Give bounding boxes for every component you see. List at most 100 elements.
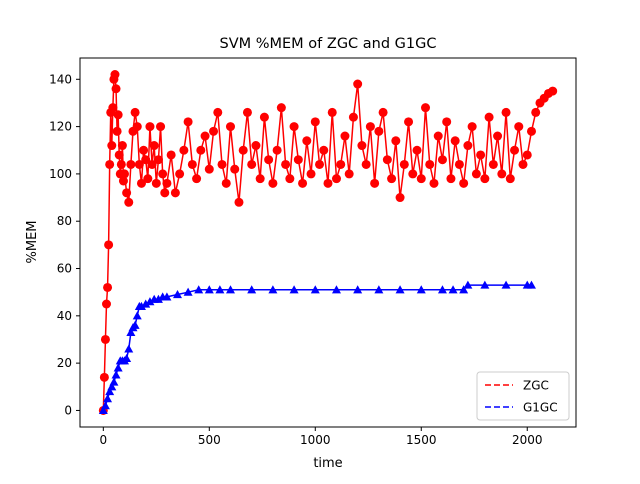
data-point [446, 174, 456, 184]
data-point [194, 285, 204, 294]
data-point [319, 145, 329, 155]
data-point [141, 299, 151, 308]
data-point [404, 117, 414, 127]
data-point [234, 197, 244, 207]
data-point [408, 169, 418, 179]
data-point [149, 141, 159, 151]
data-point [126, 327, 136, 336]
data-point [108, 103, 118, 113]
data-point [272, 145, 282, 155]
data-point [268, 178, 278, 188]
data-point [476, 150, 486, 160]
data-point [480, 280, 490, 289]
data-point [117, 141, 127, 151]
data-point [242, 107, 252, 117]
data-point [99, 372, 109, 382]
legend-label: G1GC [523, 401, 558, 415]
data-point [448, 285, 458, 294]
data-point [484, 112, 494, 122]
data-point [429, 178, 439, 188]
data-point [111, 84, 121, 94]
data-point [225, 285, 235, 294]
data-point [247, 159, 257, 169]
data-point [421, 103, 431, 113]
data-point [126, 159, 136, 169]
data-point [433, 131, 443, 141]
data-point [134, 159, 144, 169]
data-point [100, 401, 110, 410]
data-point [302, 136, 312, 146]
data-point [104, 240, 114, 250]
data-point [374, 126, 384, 136]
y-axis-label: %MEM [25, 221, 40, 264]
data-point [416, 174, 426, 184]
data-point [101, 299, 111, 309]
data-point [281, 159, 291, 169]
data-point [113, 110, 123, 120]
data-point [158, 169, 168, 179]
data-point [514, 122, 524, 132]
data-point [264, 155, 274, 165]
data-point [139, 145, 149, 155]
data-point [183, 287, 193, 296]
data-point [387, 174, 397, 184]
data-point [187, 159, 197, 169]
x-tick-label: 0 [99, 433, 107, 447]
data-point [442, 117, 452, 127]
data-point [141, 155, 151, 165]
data-point [365, 122, 375, 132]
data-point [215, 285, 225, 294]
data-point [361, 159, 371, 169]
data-point [179, 145, 189, 155]
data-point [143, 174, 153, 184]
data-point [124, 197, 134, 207]
x-tick-label: 500 [198, 433, 221, 447]
data-point [259, 112, 269, 122]
data-point [327, 107, 337, 117]
data-point [357, 141, 367, 151]
data-point [151, 178, 161, 188]
data-point [113, 363, 123, 372]
data-point [130, 107, 140, 117]
data-point [162, 178, 172, 188]
data-point [331, 174, 341, 184]
data-point [103, 394, 113, 403]
data-point [217, 159, 227, 169]
data-point [204, 164, 214, 174]
data-point [378, 107, 388, 117]
y-tick-label: 20 [57, 356, 72, 370]
data-point [501, 107, 511, 117]
legend-label: ZGC [523, 379, 549, 393]
data-point [501, 280, 511, 289]
data-point [331, 285, 341, 294]
data-point [310, 285, 320, 294]
data-point [132, 311, 142, 320]
data-point [160, 188, 170, 198]
y-tick-label: 40 [57, 309, 72, 323]
y-tick-label: 60 [57, 262, 72, 276]
data-point [251, 141, 261, 151]
data-point [450, 136, 460, 146]
data-point [109, 377, 119, 386]
data-point [105, 387, 115, 396]
series-zgc [98, 70, 558, 415]
data-point [209, 126, 219, 136]
data-point [153, 294, 163, 303]
data-point [247, 285, 257, 294]
data-point [136, 301, 146, 310]
x-tick-label: 1000 [300, 433, 331, 447]
data-point [122, 353, 132, 363]
data-point [467, 122, 477, 132]
x-axis-label: time [313, 456, 342, 471]
data-point [399, 159, 409, 169]
data-point [306, 169, 316, 179]
data-point [255, 174, 265, 184]
data-point [293, 155, 303, 165]
data-point [100, 334, 110, 344]
axis-layer: 0 500 1000 1500 2000 0 20 40 60 80 100 120 140 [49, 72, 542, 447]
data-point [518, 159, 528, 169]
data-point [213, 107, 223, 117]
data-point [526, 280, 536, 289]
data-point [173, 290, 183, 299]
